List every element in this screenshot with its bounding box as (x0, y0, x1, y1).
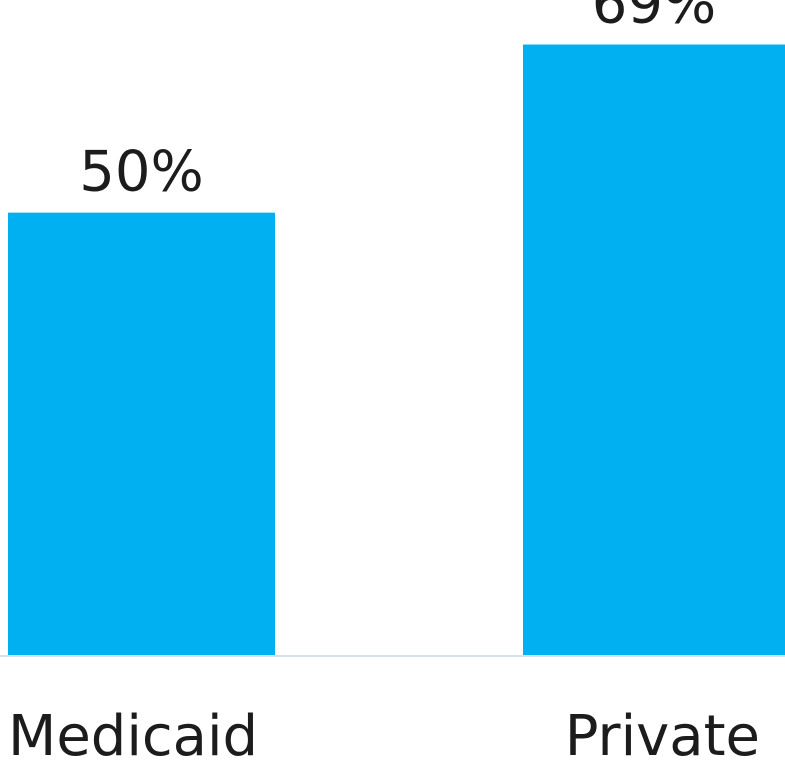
value-labels-group: 50% 69% (79, 0, 716, 205)
bar-medicaid (8, 212, 275, 655)
value-label-private: 69% (592, 0, 716, 37)
category-labels-group: Medicaid Private (8, 704, 760, 760)
category-label-private: Private (565, 704, 760, 760)
value-label-medicaid: 50% (79, 140, 203, 205)
bars-group (8, 44, 785, 655)
bar-private (523, 44, 785, 655)
category-label-medicaid: Medicaid (8, 704, 258, 760)
